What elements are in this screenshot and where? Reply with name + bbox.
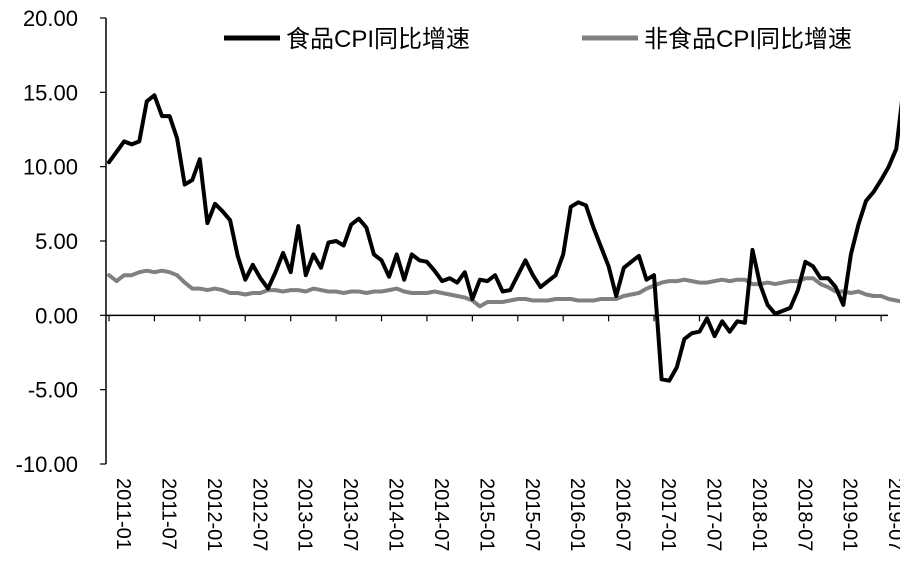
x-tick-label: 2018-01 bbox=[748, 478, 770, 551]
series-line-nonfood-cpi bbox=[107, 268, 900, 309]
x-tick-label: 2018-07 bbox=[793, 478, 815, 551]
x-tick-label: 2016-01 bbox=[566, 478, 588, 551]
x-tick-label: 2013-07 bbox=[339, 478, 361, 551]
legend-label: 非食品CPI同比增速 bbox=[644, 26, 852, 53]
x-tick-label: 2016-07 bbox=[612, 478, 634, 551]
chart-legend: 食品CPI同比增速 非食品CPI同比增速 bbox=[224, 26, 852, 53]
y-tick-label: 0.00 bbox=[35, 303, 78, 328]
x-tick-label: 2011-07 bbox=[157, 478, 179, 550]
x-tick-label: 2014-01 bbox=[385, 478, 407, 551]
x-tick-label: 2019-07 bbox=[884, 478, 900, 551]
y-tick-label: -5.00 bbox=[28, 378, 78, 403]
x-tick-label: 2015-01 bbox=[475, 478, 497, 551]
x-tick-label: 2012-01 bbox=[203, 478, 225, 551]
chart-series bbox=[107, 93, 900, 383]
x-tick-label: 2011-01 bbox=[112, 478, 134, 550]
y-tick-label: -10.00 bbox=[16, 452, 78, 477]
chart-axes: 20.00 15.00 10.00 5.00 0.00 -5.00 -10.00 2011-0… bbox=[16, 6, 900, 551]
y-tick-label: 10.00 bbox=[23, 155, 78, 180]
x-tick-label: 2014-07 bbox=[430, 478, 452, 551]
x-tick-label: 2013-01 bbox=[294, 478, 316, 551]
x-tick-label: 2012-07 bbox=[248, 478, 270, 551]
x-tick-label: 2017-07 bbox=[702, 478, 724, 551]
x-tick-label: 2019-01 bbox=[839, 478, 861, 551]
y-tick-label: 20.00 bbox=[23, 6, 78, 31]
legend-label: 食品CPI同比增速 bbox=[286, 26, 470, 53]
x-tick-label: 2017-01 bbox=[657, 478, 679, 551]
y-tick-label: 5.00 bbox=[35, 229, 78, 254]
y-tick-label: 15.00 bbox=[23, 80, 78, 105]
x-tick-label: 2015-07 bbox=[521, 478, 543, 551]
series-line-food-cpi bbox=[107, 93, 900, 383]
